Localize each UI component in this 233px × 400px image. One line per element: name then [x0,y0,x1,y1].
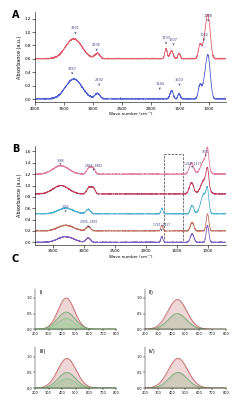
Text: A: A [12,10,20,20]
Text: 2848, 2882: 2848, 2882 [85,164,102,170]
Text: 1008: 1008 [204,14,213,21]
X-axis label: Wave number (cm⁻¹): Wave number (cm⁻¹) [109,112,152,116]
Text: 1607: 1607 [169,38,178,45]
Y-axis label: Absorbance (a.u.): Absorbance (a.u.) [17,174,21,217]
Text: 1031: 1031 [202,150,209,156]
Text: 3388: 3388 [57,159,64,164]
Text: 1844: 1844 [155,82,164,89]
Text: 1737: 1737 [161,36,171,44]
Text: 3357: 3357 [68,66,77,74]
Text: 3302: 3302 [62,205,69,212]
Text: 1249, 1317: 1249, 1317 [184,162,201,167]
Text: 1503: 1503 [175,78,184,85]
Text: B: B [12,144,19,154]
Text: 1747, 1417: 1747, 1417 [153,224,170,230]
Bar [164,154,183,242]
Text: 3301: 3301 [71,26,80,34]
Text: IV): IV) [149,349,155,354]
Text: III): III) [39,349,45,354]
Text: 1082: 1082 [199,33,208,40]
Y-axis label: Absorbance (a.u.): Absorbance (a.u.) [17,36,21,79]
X-axis label: Wave number (cm⁻¹): Wave number (cm⁻¹) [109,255,152,259]
Text: C: C [12,254,19,264]
Text: II): II) [149,290,154,295]
Text: 2892: 2892 [95,78,104,85]
Text: 2935: 2935 [92,43,101,50]
Text: I): I) [39,290,42,295]
Text: 2935, 2882: 2935, 2882 [80,220,97,227]
